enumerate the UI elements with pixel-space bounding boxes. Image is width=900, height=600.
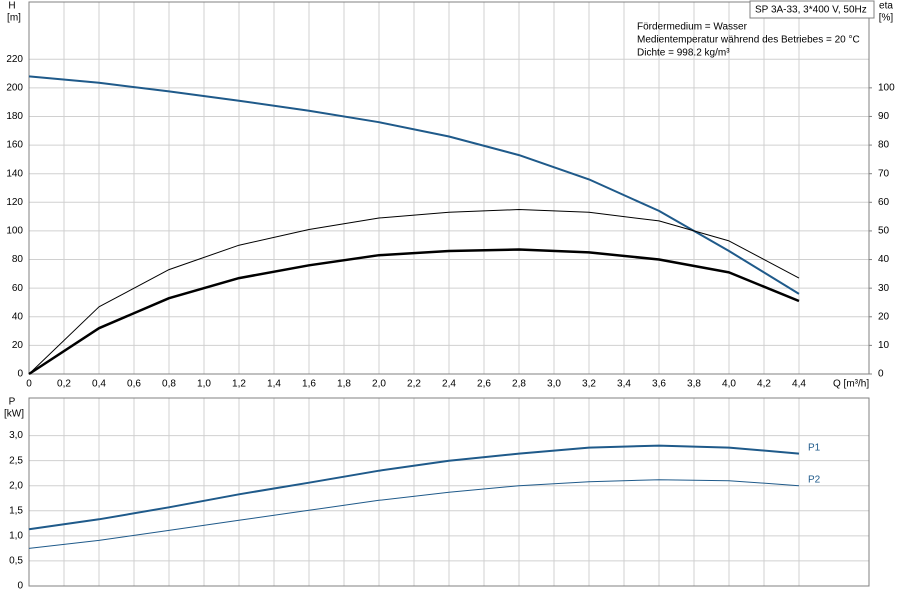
x-tick-label: 0,6: [127, 379, 141, 390]
y-tick-label: 20: [12, 340, 24, 351]
y2-tick-label: 100: [878, 82, 895, 93]
x-tick-label: 0,4: [92, 379, 106, 390]
title-box: [749, 0, 875, 19]
series-line: [28, 75, 800, 295]
y-tick-label: 3,0: [9, 430, 23, 441]
y-tick-label: 220: [6, 54, 23, 65]
y2-tick-label: 40: [878, 254, 890, 265]
y2-tick-label: 60: [878, 197, 890, 208]
series-line: [28, 444, 800, 531]
y-axis-label: H: [8, 1, 15, 12]
x-tick-label: 1,8: [337, 379, 351, 390]
y-tick-label: 200: [6, 82, 23, 93]
annotation: Medientemperatur während des Betriebes =…: [637, 35, 860, 46]
series-label: P1: [808, 442, 821, 453]
y-tick-label: 1,5: [9, 505, 23, 516]
y-axis-label: P: [9, 397, 16, 408]
series-label: P2: [808, 474, 821, 485]
y-tick-label: 1,0: [9, 531, 23, 542]
y-tick-label: 60: [12, 283, 24, 294]
y-axis-unit: [kW]: [4, 409, 24, 420]
series-line: [28, 248, 800, 376]
y2-tick-label: 50: [878, 226, 890, 237]
x-tick-label: 2,6: [477, 379, 491, 390]
y-tick-label: 100: [6, 226, 23, 237]
x-tick-label: 3,2: [582, 379, 596, 390]
y-tick-label: 2,0: [9, 480, 23, 491]
x-tick-label: 4,4: [792, 379, 806, 390]
y-axis-unit: [m]: [7, 13, 21, 24]
x-tick-label: 2,4: [442, 379, 456, 390]
y2-tick-label: 70: [878, 168, 890, 179]
x-tick-label: 3,4: [617, 379, 631, 390]
y2-tick-label: 0: [878, 369, 884, 380]
x-axis-label: Q [m³/h]: [833, 379, 869, 390]
x-tick-label: 1,0: [197, 379, 211, 390]
y2-tick-label: 10: [878, 340, 890, 351]
plot-frame: [28, 397, 870, 587]
y2-tick-label: 20: [878, 311, 890, 322]
y-tick-label: 160: [6, 140, 23, 151]
y-tick-label: 0,5: [9, 556, 23, 567]
y-tick-label: 0: [17, 369, 23, 380]
y-tick-label: 180: [6, 111, 23, 122]
series-line: [28, 479, 800, 549]
x-tick-label: 1,6: [302, 379, 316, 390]
y-tick-label: 0: [17, 581, 23, 592]
y2-tick-label: 30: [878, 283, 890, 294]
x-tick-label: 4,2: [757, 379, 771, 390]
y2-tick-label: 90: [878, 111, 890, 122]
x-tick-label: 3,8: [687, 379, 701, 390]
y2-axis-unit: [%]: [879, 13, 894, 24]
x-tick-label: 0,8: [162, 379, 176, 390]
x-tick-label: 2,2: [407, 379, 421, 390]
y-tick-label: 40: [12, 311, 24, 322]
x-tick-label: 3,0: [547, 379, 561, 390]
y2-tick-label: 80: [878, 140, 890, 151]
x-tick-label: 2,8: [512, 379, 526, 390]
x-tick-label: 3,6: [652, 379, 666, 390]
x-tick-label: 1,2: [232, 379, 246, 390]
x-tick-label: 0,2: [57, 379, 71, 390]
chart-title: SP 3A-33, 3*400 V, 50Hz: [755, 5, 867, 16]
y-tick-label: 80: [12, 254, 24, 265]
plot-frame: [28, 1, 870, 375]
annotation: Fördermedium = Wasser: [637, 22, 748, 33]
annotation: Dichte = 998.2 kg/m³: [637, 48, 730, 59]
series-line: [28, 209, 800, 375]
y-tick-label: 140: [6, 168, 23, 179]
x-tick-label: 2,0: [372, 379, 386, 390]
x-tick-label: 0: [26, 379, 32, 390]
y2-axis-label: eta: [879, 1, 893, 12]
y-tick-label: 2,5: [9, 455, 23, 466]
x-tick-label: 4,0: [722, 379, 736, 390]
y-tick-label: 120: [6, 197, 23, 208]
x-tick-label: 1,4: [267, 379, 281, 390]
